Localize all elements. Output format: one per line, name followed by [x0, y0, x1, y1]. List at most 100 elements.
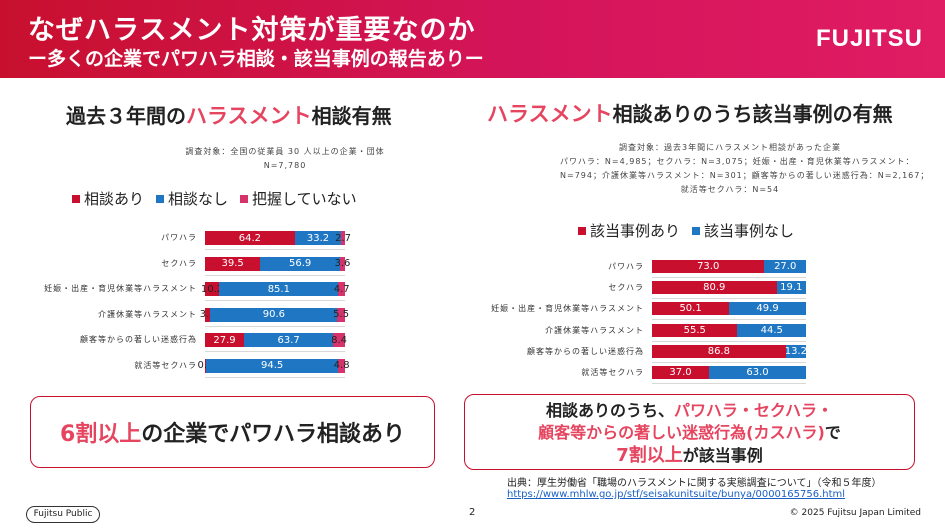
left-note-line1: 調査対象：全国の従業員 30 人以上の企業・団体 [185, 147, 385, 156]
data-label: 27.9 [213, 334, 236, 346]
row-gridline [205, 325, 345, 327]
bar-segment: 90.6 [210, 307, 338, 322]
bar-segment: 37.0 [652, 366, 709, 379]
data-label: 86.8 [707, 345, 730, 357]
row-gridline [652, 277, 806, 278]
data-label: 63.0 [746, 367, 769, 378]
right-title-highlight: ハラスメント [487, 102, 613, 126]
source-link[interactable]: https://www.mhlw.go.jp/stf/seisakunitsui… [507, 489, 846, 500]
bar-row: 50.1 49.9 [652, 302, 806, 316]
bar-segment: 10.2 [201, 282, 223, 296]
left-title-post: 相談有無 [311, 104, 392, 128]
bar-row: 64.2 33.2 2.7 [205, 231, 351, 245]
right-chart-note: 調査対象：過去3年間にハラスメント相談があった企業 パワハラ：N=4,985；セ… [560, 141, 928, 197]
bar-segment: 86.8 [652, 344, 786, 358]
bar-segment: 3.6 [335, 256, 350, 271]
bar-segment: 64.2 [205, 231, 295, 245]
data-label: 27.0 [774, 261, 797, 272]
legend-label: 相談なし [168, 190, 229, 208]
legend-item-not-applicable: 該当事例なし [692, 220, 794, 241]
data-label: 90.6 [262, 309, 285, 320]
data-label: 39.5 [221, 258, 244, 269]
page-subtitle: ー多くの企業でパワハラ相談・該当事例の報告ありー [28, 48, 484, 70]
left-chart-note: 調査対象：全国の従業員 30 人以上の企業・団体 N=7,780 [150, 145, 420, 173]
right-callout-line3: 7割以上が該当事例 [465, 441, 914, 467]
row-gridline [205, 351, 345, 352]
category-label: 就活等セクハラ [134, 360, 197, 370]
left-title-pre: 過去３年間の [66, 104, 186, 128]
data-label: 55.5 [683, 324, 706, 336]
bar-segment: 27.9 [205, 333, 245, 347]
category-label: 介護休業等ハラスメント [98, 309, 197, 319]
left-chart-title: 過去３年間のハラスメント相談有無 [66, 100, 392, 130]
right-callout-box: 相談ありのうち、パワハラ・セクハラ・ 顧客等からの著しい迷惑行為(カスハラ)で … [464, 394, 915, 470]
bar-segment: 94.5 [205, 358, 339, 373]
bar-segment: 27.0 [764, 260, 806, 273]
data-label: 44.5 [760, 324, 783, 336]
right-note-line1: 調査対象：過去3年間にハラスメント相談があった企業 [619, 143, 841, 152]
header-banner: なぜハラスメント対策が重要なのか ー多くの企業でパワハラ相談・該当事例の報告あり… [0, 0, 945, 78]
category-label: 妊娠・出産・育児休業等ハラスメント [44, 284, 197, 293]
legend-swatch-red [578, 226, 586, 235]
page-number: 2 [469, 507, 476, 518]
bar-segment: 55.5 [652, 323, 738, 337]
data-label: 4.7 [333, 283, 350, 295]
bar-row: 37.0 63.0 [652, 366, 806, 379]
legend-swatch-blue [692, 226, 701, 235]
category-label: 妊娠・出産・育児休業等ハラスメント [491, 304, 644, 314]
right-title-post: 相談ありのうち該当事例の有無 [612, 102, 893, 126]
row-gridline [205, 376, 345, 378]
data-label: 3.6 [334, 258, 351, 269]
data-label: 13.2 [784, 345, 807, 357]
bar-segment: 56.9 [260, 256, 340, 271]
legend-label: 相談あり [84, 190, 145, 208]
callout-line1-pre: 相談ありのうち、 [545, 401, 674, 420]
legend-swatch-pink [240, 194, 249, 203]
category-label: セクハラ [161, 258, 197, 268]
row-gridline [205, 300, 345, 301]
right-callout-line1: 相談ありのうち、パワハラ・セクハラ・ [465, 397, 914, 421]
category-label: 顧客等からの著しい迷惑行為 [80, 335, 197, 344]
legend-label: 該当事例なし [704, 222, 795, 240]
bar-row: 27.9 63.7 8.4 [205, 333, 348, 347]
callout-line3-highlight: 7割以上 [616, 445, 683, 466]
data-label: 33.2 [306, 232, 330, 244]
legend-label: 把握していない [252, 190, 357, 208]
row-gridline [205, 249, 345, 250]
row-gridline [652, 340, 806, 342]
bar-segment: 80.9 [652, 281, 777, 295]
row-gridline [652, 319, 806, 321]
bar-segment: 49.9 [729, 302, 806, 316]
page-title: なぜハラスメント対策が重要なのか [28, 15, 476, 46]
right-callout-line2: 顧客等からの著しい迷惑行為(カスハラ)で [465, 419, 914, 443]
bar-segment: 2.7 [335, 231, 351, 245]
data-label: 8.4 [331, 334, 348, 346]
left-callout-body: の企業でパワハラ相談あり [141, 422, 406, 447]
bar-row: 86.8 13.2 [652, 344, 807, 358]
category-label: パワハラ [608, 262, 644, 271]
data-label: 50.1 [679, 303, 702, 315]
data-label: 73.0 [697, 261, 720, 272]
row-gridline [652, 298, 806, 300]
bar-row: 3.9 90.6 5.5 [200, 307, 349, 322]
bar-segment: 3.9 [200, 307, 216, 322]
bar-row: 80.9 19.1 [652, 281, 806, 295]
category-label: 就活等セクハラ [581, 368, 644, 377]
callout-line1-highlight: パワハラ・セクハラ・ [673, 401, 834, 420]
bar-row: 73.0 27.0 [652, 260, 806, 273]
public-badge: Fujitsu Public [26, 506, 100, 523]
logo-text: FUJITSU [815, 25, 923, 52]
bar-segment: 0.7 [198, 358, 213, 373]
left-callout-text: 6割以上の企業でパワハラ相談あり [31, 416, 434, 448]
bar-segment: 85.1 [219, 282, 339, 296]
bar-segment: 63.0 [708, 366, 806, 379]
data-label: 37.0 [669, 367, 692, 378]
data-label: 94.5 [260, 360, 284, 371]
bar-segment: 4.8 [334, 358, 350, 373]
bar-segment: 13.2 [784, 344, 807, 358]
data-label: 0.7 [198, 360, 214, 371]
legend-swatch-red [72, 194, 80, 203]
row-gridline [652, 361, 806, 363]
source-citation: 出典：厚生労働省「職場のハラスメントに関する実態調査について」（令和５年度） [507, 478, 882, 489]
bar-segment: 33.2 [294, 231, 342, 245]
